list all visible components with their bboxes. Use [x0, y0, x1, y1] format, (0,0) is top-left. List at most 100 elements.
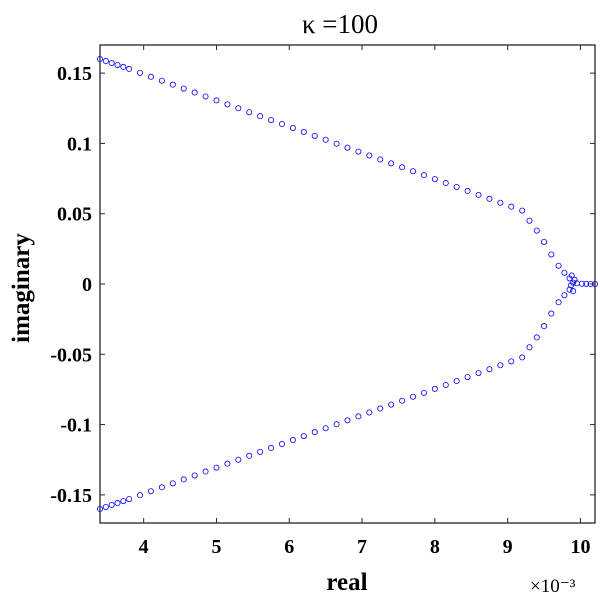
data-point: [278, 121, 285, 128]
data-point: [102, 503, 109, 510]
data-point: [583, 280, 590, 287]
data-point: [114, 500, 121, 507]
data-point: [202, 468, 209, 475]
y-axis-label: imaginary: [8, 233, 35, 343]
data-point: [475, 191, 482, 198]
data-point: [311, 429, 318, 436]
data-point: [120, 63, 127, 70]
x-axis-exponent-label: ×10⁻³: [530, 576, 576, 597]
data-point: [202, 93, 209, 100]
data-point: [158, 77, 165, 84]
data-point: [169, 480, 176, 487]
data-point: [431, 176, 438, 183]
data-point: [541, 238, 548, 245]
data-point: [108, 501, 115, 508]
data-point: [420, 172, 427, 179]
data-point: [561, 292, 568, 299]
data-point: [519, 207, 526, 214]
y-tick-label: 0.15: [57, 63, 92, 85]
x-tick-label: 7: [357, 536, 367, 558]
data-point: [333, 140, 340, 147]
data-point: [366, 152, 373, 159]
data-point: [526, 344, 533, 351]
data-point: [519, 354, 526, 361]
data-point: [486, 195, 493, 202]
x-tick-label: 4: [139, 536, 149, 558]
axes-frame: [99, 44, 596, 524]
chart-title: κ =100: [302, 9, 378, 39]
data-point: [108, 60, 115, 67]
data-point: [548, 310, 555, 317]
data-point: [289, 124, 296, 131]
data-point: [137, 492, 144, 499]
data-point: [344, 144, 351, 151]
data-point: [377, 405, 384, 412]
data-point: [257, 113, 264, 120]
y-tick-label: 0.1: [67, 133, 92, 155]
data-point: [169, 81, 176, 88]
data-point: [420, 389, 427, 396]
data-point: [246, 452, 253, 459]
data-point: [497, 362, 504, 369]
data-point: [126, 496, 133, 503]
data-point: [114, 61, 121, 68]
data-point: [475, 370, 482, 377]
data-point: [548, 251, 555, 258]
data-point: [224, 460, 231, 467]
data-point: [257, 448, 264, 455]
data-point: [191, 472, 198, 479]
x-tick-label: 5: [211, 536, 221, 558]
data-point: [567, 282, 574, 289]
data-point: [213, 97, 220, 104]
data-point: [102, 58, 109, 65]
data-point: [246, 109, 253, 116]
data-point: [464, 374, 471, 381]
data-point: [355, 413, 362, 420]
data-point: [126, 65, 133, 72]
data-point: [578, 280, 585, 287]
data-point: [147, 73, 154, 80]
data-point: [561, 269, 568, 276]
data-point: [300, 128, 307, 135]
data-point: [497, 199, 504, 206]
data-point: [526, 217, 533, 224]
data-point: [268, 117, 275, 124]
data-point: [533, 334, 540, 341]
data-point: [355, 148, 362, 155]
data-point: [399, 164, 406, 171]
data-point: [533, 227, 540, 234]
data-point: [453, 378, 460, 385]
data-point: [566, 286, 573, 293]
data-point: [377, 156, 384, 163]
data-point: [388, 401, 395, 408]
data-point: [224, 101, 231, 108]
data-point: [453, 183, 460, 190]
data-point: [399, 397, 406, 404]
data-point: [568, 272, 575, 279]
data-point: [333, 421, 340, 428]
data-point: [289, 437, 296, 444]
data-point: [180, 476, 187, 483]
data-point: [571, 276, 578, 283]
data-point: [541, 323, 548, 330]
x-axis-label: real: [326, 569, 367, 596]
y-tick-label: 0: [82, 274, 92, 296]
data-point: [311, 132, 318, 139]
data-point: [322, 136, 329, 143]
data-point: [120, 498, 127, 505]
data-point: [322, 425, 329, 432]
x-tick-label: 10: [570, 536, 590, 558]
data-point: [442, 381, 449, 388]
y-tick-label: -0.15: [50, 485, 92, 507]
x-tick-label: 9: [503, 536, 513, 558]
data-point: [555, 299, 562, 306]
data-point: [410, 393, 417, 400]
data-point: [180, 85, 187, 92]
data-point: [570, 288, 577, 295]
data-point: [431, 385, 438, 392]
data-point: [278, 440, 285, 447]
data-point: [235, 456, 242, 463]
plot-area: [97, 56, 599, 512]
x-tick-label: 8: [430, 536, 440, 558]
